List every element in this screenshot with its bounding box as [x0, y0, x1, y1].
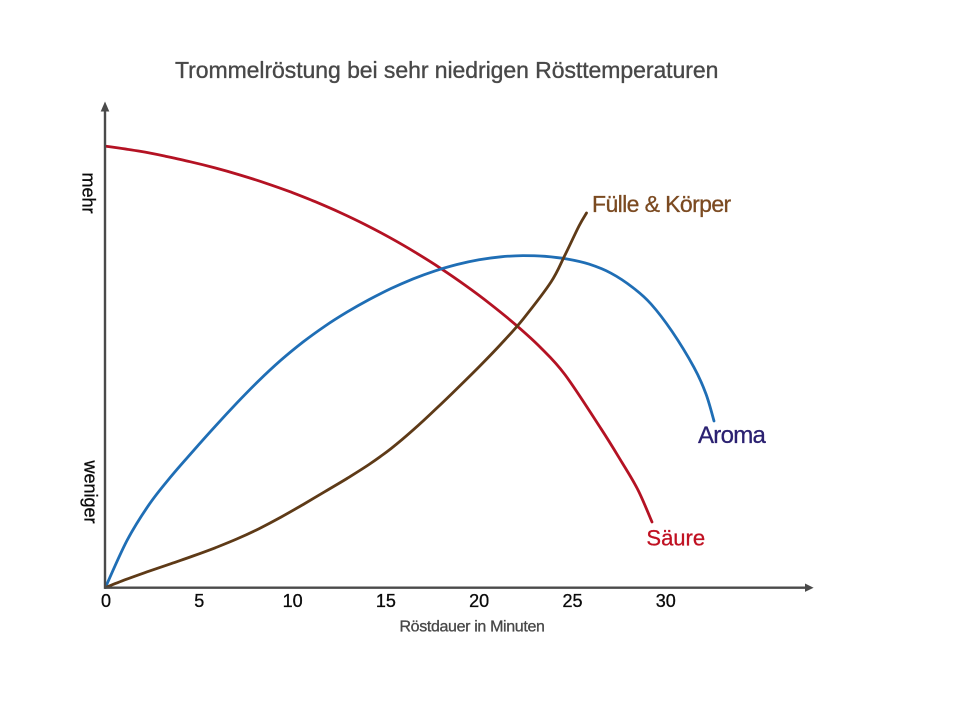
- svg-text:Säure: Säure: [646, 526, 705, 551]
- svg-text:30: 30: [656, 591, 676, 611]
- svg-text:15: 15: [376, 591, 396, 611]
- svg-text:mehr: mehr: [79, 172, 99, 213]
- svg-text:Aroma: Aroma: [698, 422, 767, 449]
- svg-text:20: 20: [469, 591, 489, 611]
- svg-text:5: 5: [194, 591, 204, 611]
- svg-text:Röstdauer in Minuten: Röstdauer in Minuten: [399, 619, 544, 636]
- svg-text:Fülle & Körper: Fülle & Körper: [592, 191, 732, 217]
- svg-text:0: 0: [101, 591, 111, 611]
- svg-text:weniger: weniger: [81, 459, 101, 523]
- svg-text:Trommelröstung bei sehr niedri: Trommelröstung bei sehr niedrigen Röstte…: [175, 57, 718, 83]
- svg-text:25: 25: [562, 591, 582, 611]
- svg-text:10: 10: [283, 591, 303, 611]
